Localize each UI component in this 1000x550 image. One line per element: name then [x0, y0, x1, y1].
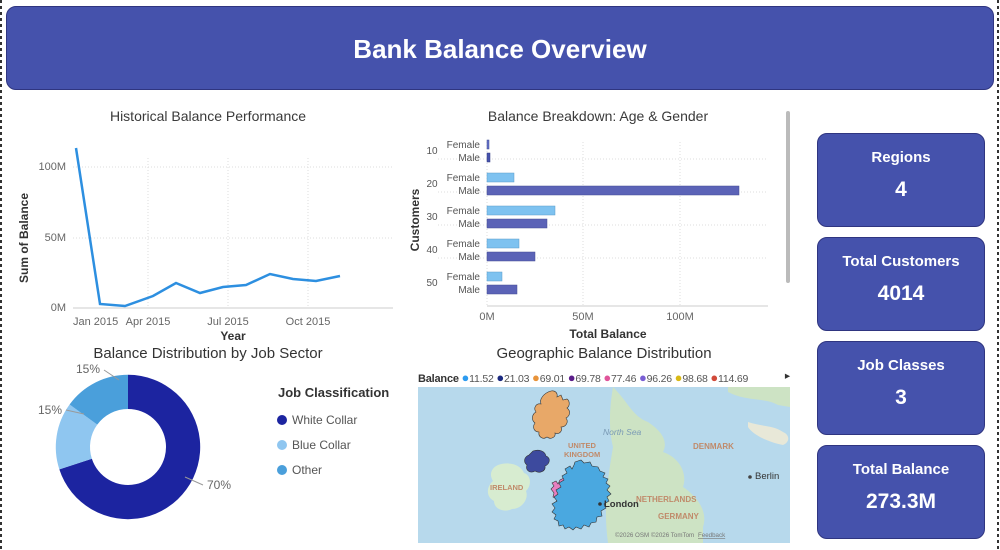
svg-text:GERMANY: GERMANY: [658, 512, 700, 521]
svg-text:100M: 100M: [38, 161, 66, 173]
svg-text:10: 10: [426, 146, 438, 157]
svg-text:50M: 50M: [572, 311, 593, 323]
svg-text:Year: Year: [220, 329, 246, 343]
svg-text:Other: Other: [292, 463, 322, 477]
svg-text:UNITED: UNITED: [568, 441, 597, 450]
svg-text:Oct 2015: Oct 2015: [286, 316, 331, 328]
svg-text:NETHERLANDS: NETHERLANDS: [636, 495, 697, 504]
svg-text:Job Classification: Job Classification: [278, 385, 389, 400]
svg-text:Female: Female: [447, 272, 481, 283]
svg-text:Total Balance: Total Balance: [569, 327, 646, 341]
svg-text:20: 20: [426, 179, 438, 190]
svg-text:Male: Male: [458, 285, 480, 296]
svg-text:50M: 50M: [45, 232, 66, 244]
svg-text:Male: Male: [458, 186, 480, 197]
svg-text:Berlin: Berlin: [755, 471, 779, 482]
svg-text:Jul 2015: Jul 2015: [207, 316, 249, 328]
svg-text:Female: Female: [447, 140, 481, 151]
svg-text:Male: Male: [458, 153, 480, 164]
svg-text:50: 50: [426, 278, 438, 289]
svg-text:100M: 100M: [666, 311, 694, 323]
svg-text:15%: 15%: [76, 362, 100, 376]
svg-text:DENMARK: DENMARK: [693, 442, 734, 451]
svg-text:Apr 2015: Apr 2015: [126, 316, 171, 328]
svg-text:40: 40: [426, 245, 438, 256]
svg-text:North Sea: North Sea: [603, 427, 642, 437]
svg-text:Blue Collar: Blue Collar: [292, 438, 351, 452]
svg-text:0M: 0M: [51, 302, 66, 314]
svg-text:70%: 70%: [207, 478, 231, 492]
svg-text:30: 30: [426, 212, 438, 223]
svg-text:Female: Female: [447, 239, 481, 250]
svg-text:0M: 0M: [479, 311, 494, 323]
svg-text:Jan 2015: Jan 2015: [73, 316, 118, 328]
svg-text:15%: 15%: [38, 403, 62, 417]
svg-text:Female: Female: [447, 173, 481, 184]
svg-text:London: London: [604, 499, 639, 510]
svg-text:Feedback: Feedback: [698, 532, 726, 539]
svg-text:Male: Male: [458, 252, 480, 263]
svg-text:White Collar: White Collar: [292, 413, 357, 427]
svg-text:Sum of Balance: Sum of Balance: [17, 193, 31, 283]
svg-text:Male: Male: [458, 219, 480, 230]
svg-text:Female: Female: [447, 206, 481, 217]
svg-text:©2026 OSM ©2026 TomTom: ©2026 OSM ©2026 TomTom: [615, 532, 694, 539]
svg-text:IRELAND: IRELAND: [490, 483, 524, 492]
svg-text:KINGDOM: KINGDOM: [564, 450, 600, 459]
